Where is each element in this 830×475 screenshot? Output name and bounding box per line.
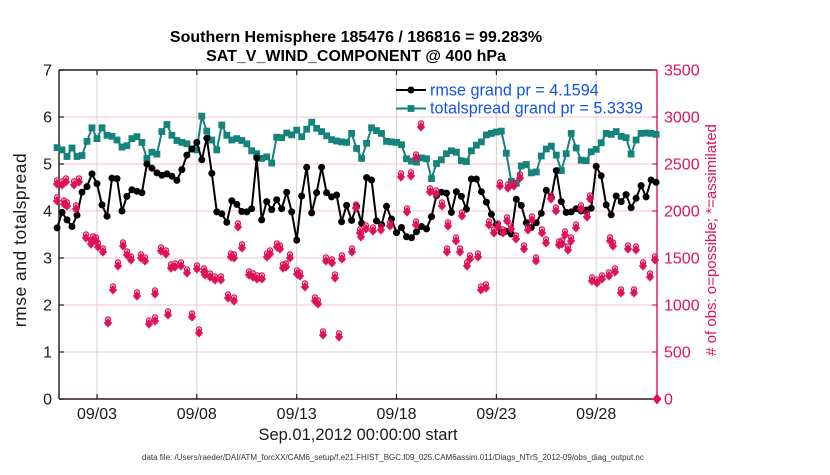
svg-text:data file: /Users/raeder/DAI/A: data file: /Users/raeder/DAI/ATM_forcXX/…	[142, 453, 644, 462]
svg-text:rmse and totalspread: rmse and totalspread	[10, 153, 30, 327]
svg-text:3: 3	[43, 251, 52, 268]
svg-text:0: 0	[664, 392, 673, 409]
svg-text:totalspread grand pr = 5.3339: totalspread grand pr = 5.3339	[430, 100, 643, 118]
svg-text:Southern Hemisphere 185476 / 1: Southern Hemisphere 185476 / 186816 = 99…	[170, 29, 542, 46]
svg-text:09/23: 09/23	[476, 406, 516, 423]
svg-text:# of obs: o=possible; *=assimi: # of obs: o=possible; *=assimilated	[703, 124, 720, 356]
svg-text:0: 0	[43, 392, 52, 409]
svg-text:1000: 1000	[664, 298, 700, 315]
svg-text:09/28: 09/28	[576, 406, 616, 423]
svg-text:2000: 2000	[664, 204, 700, 221]
svg-text:1: 1	[43, 345, 52, 362]
svg-text:SAT_V_WIND_COMPONENT @ 400 hPa: SAT_V_WIND_COMPONENT @ 400 hPa	[206, 48, 506, 65]
svg-text:4: 4	[43, 204, 52, 221]
svg-text:3500: 3500	[664, 63, 700, 80]
svg-text:Sep.01,2012 00:00:00 start: Sep.01,2012 00:00:00 start	[258, 426, 457, 444]
svg-text:1500: 1500	[664, 251, 700, 268]
svg-text:rmse grand pr = 4.1594: rmse grand pr = 4.1594	[430, 82, 599, 100]
svg-text:09/03: 09/03	[77, 406, 117, 423]
svg-text:500: 500	[664, 345, 691, 362]
svg-text:6: 6	[43, 110, 52, 127]
svg-text:3000: 3000	[664, 110, 700, 127]
svg-text:5: 5	[43, 157, 52, 174]
svg-text:09/08: 09/08	[177, 406, 217, 423]
svg-text:2: 2	[43, 298, 52, 315]
svg-text:2500: 2500	[664, 157, 700, 174]
svg-text:7: 7	[43, 63, 52, 80]
svg-text:09/18: 09/18	[376, 406, 416, 423]
svg-text:09/13: 09/13	[277, 406, 317, 423]
